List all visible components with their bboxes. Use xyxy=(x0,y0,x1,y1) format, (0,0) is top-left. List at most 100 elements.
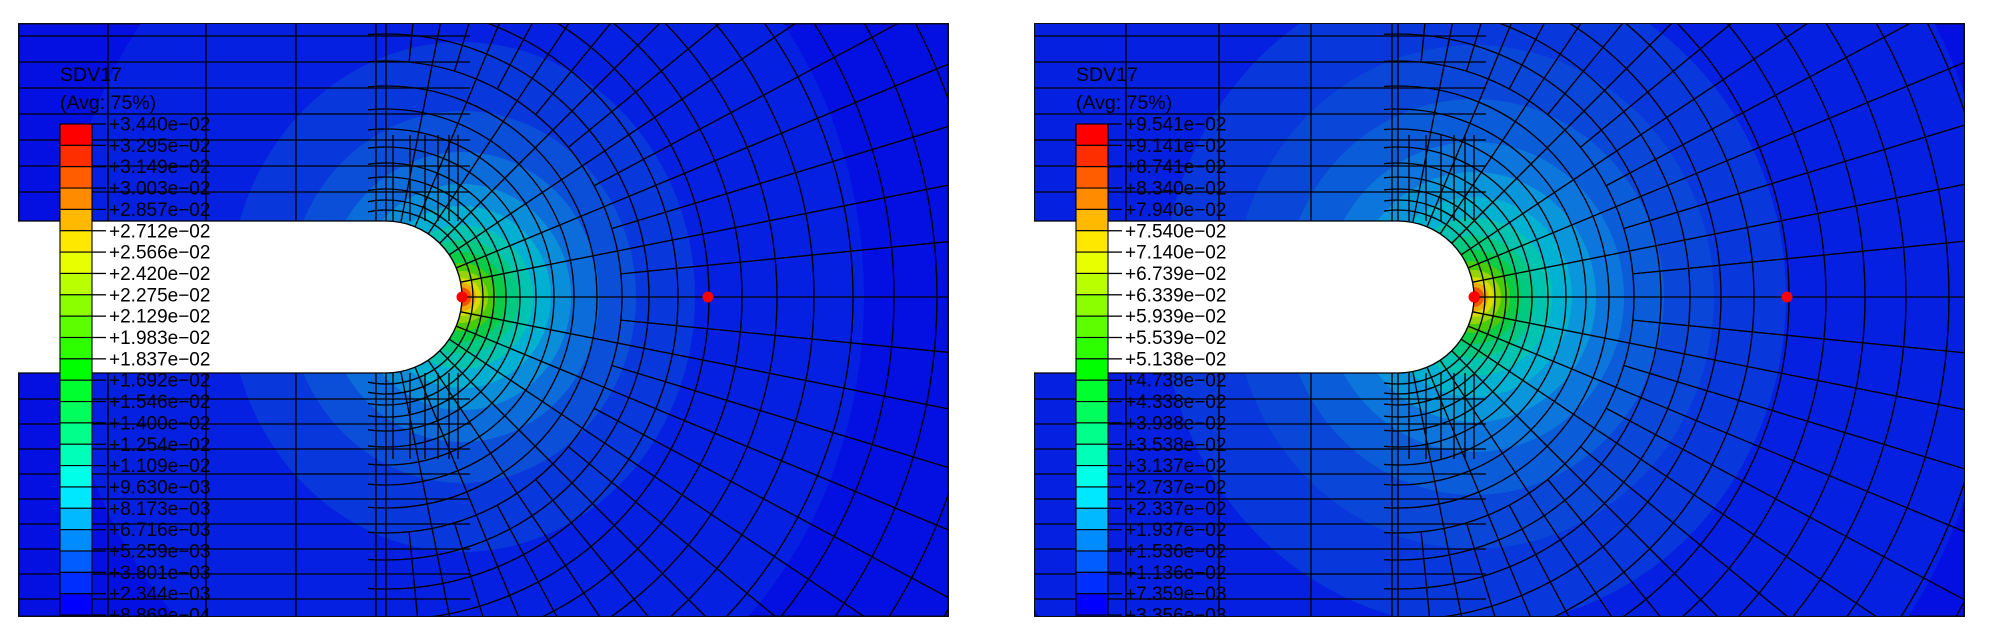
legend-colorbar-box xyxy=(59,507,93,531)
legend-colorbar-box xyxy=(1075,400,1109,424)
legend-colorbar-box xyxy=(1075,593,1109,616)
legend-value-label: +7.540e−02 xyxy=(1125,221,1226,242)
legend-value-label: +6.339e−02 xyxy=(1125,285,1226,306)
legend-colorbar-box xyxy=(1075,507,1109,531)
legend-colorbar-box xyxy=(59,294,93,317)
legend-value-label: +1.983e−02 xyxy=(109,328,210,349)
legend-value-label: +7.940e−02 xyxy=(1125,200,1226,221)
legend-colorbar-box xyxy=(59,208,93,232)
fan-mesh xyxy=(368,24,948,616)
mesh-lines xyxy=(1035,24,1964,616)
legend-value-label: +1.254e−02 xyxy=(109,435,210,456)
legend-colorbar-box xyxy=(59,593,93,616)
legend-value-label: +1.692e−02 xyxy=(109,371,210,392)
legend-value-label: +6.716e−03 xyxy=(109,520,210,541)
legend-value-label: +4.338e−02 xyxy=(1125,392,1226,413)
legend-colorbar-box xyxy=(59,486,93,509)
legend-value-label: +2.566e−02 xyxy=(109,243,210,264)
legend-value-label: +3.003e−02 xyxy=(109,179,210,200)
legend-value-label: +2.344e−03 xyxy=(109,584,210,605)
legend-colorbar-box xyxy=(59,358,93,381)
probe-point-marker xyxy=(702,291,714,303)
legend-colorbar-box xyxy=(59,230,93,253)
legend-colorbar-box xyxy=(59,443,93,467)
legend-colorbar-box xyxy=(1075,251,1109,275)
legend-colorbar-box xyxy=(1075,230,1109,253)
legend-value-label: +3.440e−02 xyxy=(109,115,210,136)
legend-value-label: +5.939e−02 xyxy=(1125,307,1226,328)
legend-value-label: +9.141e−02 xyxy=(1125,136,1226,157)
legend-colorbar-box xyxy=(1075,166,1109,189)
legend-value-label: +2.712e−02 xyxy=(109,221,210,242)
contour-legend: SDV17 (Avg: 75%)+3.440e−02+3.295e−02+3.14… xyxy=(59,64,211,627)
legend-colorbar-box xyxy=(1075,272,1109,296)
legend-value-label: +8.741e−02 xyxy=(1125,157,1226,178)
legend-colorbar-box xyxy=(1075,443,1109,467)
legend-colorbar-box xyxy=(59,571,93,595)
legend-colorbar-box xyxy=(1075,336,1109,360)
legend-value-label: +1.837e−02 xyxy=(109,349,210,370)
legend-colorbar-box xyxy=(59,529,93,552)
legend-colorbar-box xyxy=(1075,379,1109,403)
legend-colorbar-box xyxy=(1075,529,1109,552)
legend-colorbar-box xyxy=(59,123,93,146)
contour-plot-right: SDV17 (Avg: 75%)+9.541e−02+9.141e−02+8.74… xyxy=(1034,23,1965,627)
legend-value-label: +8.869e−04 xyxy=(109,606,211,617)
legend-colorbar-box xyxy=(1075,358,1109,381)
legend-colorbar-box xyxy=(59,272,93,296)
legend-value-label: +1.400e−02 xyxy=(109,413,210,434)
legend-colorbar-box xyxy=(59,400,93,424)
legend-value-label: +5.138e−02 xyxy=(1125,349,1226,370)
legend-value-label: +6.739e−02 xyxy=(1125,264,1226,285)
legend-value-label: +3.149e−02 xyxy=(109,157,210,178)
legend-value-label: +2.129e−02 xyxy=(109,307,210,328)
legend-value-label: +7.140e−02 xyxy=(1125,243,1226,264)
legend-colorbar-box xyxy=(59,251,93,275)
probe-point-marker xyxy=(1781,291,1793,303)
legend-value-label: +2.275e−02 xyxy=(109,285,210,306)
contour-plot-left: SDV17 (Avg: 75%)+3.440e−02+3.295e−02+3.14… xyxy=(18,23,949,627)
legend-value-label: +1.536e−02 xyxy=(1125,542,1226,563)
legend-colorbar-box xyxy=(1075,187,1109,210)
viewport-panel-right: SDV17 (Avg: 75%) +9.541e−02 +9.141e−02 +8.74… xyxy=(1034,23,1965,627)
legend-title: SDV17 xyxy=(1076,64,1138,86)
legend-value-label: +3.938e−02 xyxy=(1125,413,1226,434)
legend-colorbar-box xyxy=(1075,486,1109,509)
probe-point-marker xyxy=(456,291,468,303)
legend-value-label: +5.259e−03 xyxy=(109,542,210,563)
legend-colorbar-box xyxy=(59,166,93,189)
legend-colorbar-box xyxy=(59,336,93,360)
legend-value-label: +2.420e−02 xyxy=(109,264,210,285)
legend-colorbar-box xyxy=(59,315,93,339)
legend-value-label: +8.340e−02 xyxy=(1125,179,1226,200)
legend-colorbar-box xyxy=(1075,315,1109,339)
legend-colorbar-box xyxy=(1075,123,1109,146)
legend-value-label: +9.541e−02 xyxy=(1125,115,1226,136)
legend-colorbar-box xyxy=(59,144,93,168)
legend-value-label: +3.295e−02 xyxy=(109,136,210,157)
legend-value-label: +8.173e−03 xyxy=(109,499,210,520)
legend-value-label: +1.109e−02 xyxy=(109,456,210,477)
legend-value-label: +9.630e−03 xyxy=(109,477,210,498)
legend-value-label: +2.337e−02 xyxy=(1125,499,1226,520)
legend-colorbar-box xyxy=(59,379,93,403)
legend-colorbar-box xyxy=(1075,294,1109,317)
legend-value-label: +2.737e−02 xyxy=(1125,477,1226,498)
legend-value-label: +1.546e−02 xyxy=(109,392,210,413)
legend-title: SDV17 xyxy=(60,64,122,86)
contour-legend: SDV17 (Avg: 75%)+9.541e−02+9.141e−02+8.74… xyxy=(1075,64,1226,627)
legend-value-label: +4.738e−02 xyxy=(1125,371,1226,392)
legend-value-label: +3.801e−03 xyxy=(109,563,210,584)
legend-colorbar-box xyxy=(59,422,93,445)
legend-colorbar-box xyxy=(1075,422,1109,445)
legend-colorbar-box xyxy=(1075,144,1109,168)
legend-value-label: +3.538e−02 xyxy=(1125,435,1226,456)
viewport-panel-left: SDV17 (Avg: 75%) +3.440e−02 +3.295e−02 +3.14… xyxy=(18,23,949,627)
legend-value-label: +2.857e−02 xyxy=(109,200,210,221)
legend-colorbar-box xyxy=(1075,571,1109,595)
fan-mesh xyxy=(1384,24,1964,616)
mesh-lines xyxy=(19,24,948,616)
notch-slot xyxy=(18,221,462,373)
legend-colorbar-box xyxy=(1075,550,1109,573)
legend-value-label: +7.359e−03 xyxy=(1125,584,1226,605)
